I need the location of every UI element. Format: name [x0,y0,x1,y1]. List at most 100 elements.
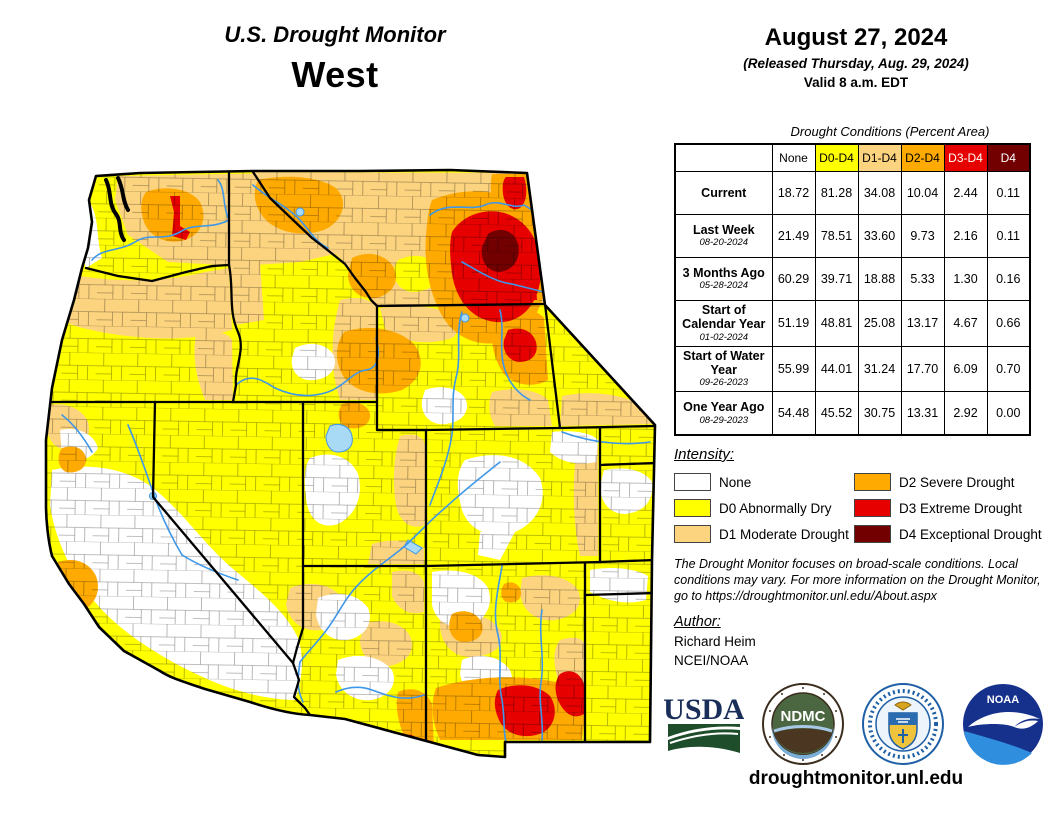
cell-value: 30.75 [857,391,902,436]
logo-row: USDA NDMC N [664,683,1044,765]
cell-value: 54.48 [771,391,816,436]
author-heading: Author: [674,614,721,630]
legend-item-none: None [674,469,854,495]
map-fill-layers [46,170,655,757]
drought-map [36,158,668,810]
cell-value: 34.08 [857,171,902,215]
region-title: West [291,54,379,95]
cell-value: 78.51 [814,214,859,258]
date-block: August 27, 2024 (Released Thursday, Aug.… [672,24,1040,90]
legend-item-d0: D0 Abnormally Dry [674,495,854,521]
cell-value: 0.11 [986,214,1031,258]
cell-value: 25.08 [857,300,902,347]
puget-sound-coast [104,176,130,242]
cell-value: 17.70 [900,345,945,393]
cell-value: 51.19 [771,300,816,347]
cell-value: 6.09 [943,345,988,393]
intensity-legend: Intensity: None D0 Abnormally Dry D1 Mod… [674,446,1046,547]
col-header-none: None [771,143,816,172]
author-name: Richard Heim [674,634,756,649]
commerce-seal-logo [862,683,944,765]
row-label-one-year-ago: One Year Ago 08-29-2023 [674,391,773,436]
table-row: Current 18.72 81.28 34.08 10.04 2.44 0.1… [674,171,1031,215]
d1-swatch [674,525,711,543]
cell-value: 48.81 [814,300,859,347]
row-label-start-water-year: Start of Water Year 09-26-2023 [674,345,773,393]
cell-value: 9.73 [900,214,945,258]
channel-islands [167,698,226,716]
col-header-d2d4: D2-D4 [900,143,945,172]
lakes [149,207,470,555]
release-date: (Released Thursday, Aug. 29, 2024) [743,56,969,71]
cell-value: 2.44 [943,171,988,215]
cell-value: 0.11 [986,171,1031,215]
cell-value: 39.71 [814,257,859,301]
svg-text:USDA: USDA [664,693,744,726]
cell-value: 13.17 [900,300,945,347]
ndmc-logo: NDMC [762,683,844,765]
none-swatch [674,473,711,491]
legend-title: Intensity: [674,446,735,463]
row-label-3-months-ago: 3 Months Ago 05-28-2024 [674,257,773,301]
drought-conditions-table: None D0-D4 D1-D4 D2-D4 D3-D4 D4 Current … [674,143,1031,437]
west-region-map-svg [44,168,657,759]
table-caption: Drought Conditions (Percent Area) [790,124,990,139]
cell-value: 45.52 [814,391,859,436]
cell-value: 5.33 [900,257,945,301]
table-row: Start of Calendar Year 01-02-2024 51.19 4… [674,300,1031,347]
cell-value: 0.16 [986,257,1031,301]
cell-value: 44.01 [814,345,859,393]
legend-item-d4: D4 Exceptional Drought [854,521,1046,547]
cell-value: 0.70 [986,345,1031,393]
cell-value: 2.16 [943,214,988,258]
report-title: U.S. Drought Monitor [224,22,446,47]
table-row: Last Week 08-20-2024 21.49 78.51 33.60 9.… [674,214,1031,258]
cell-value: 13.31 [900,391,945,436]
cell-value: 33.60 [857,214,902,258]
disclaimer-text: The Drought Monitor focuses on broad-sca… [674,557,1041,603]
col-header-d4: D4 [986,143,1031,172]
legend-item-d3: D3 Extreme Drought [854,495,1046,521]
svg-text:NOAA: NOAA [987,694,1019,706]
state-borders [46,170,655,745]
title-block: U.S. Drought Monitor West [120,22,550,96]
cell-value: 60.29 [771,257,816,301]
author-org: NCEI/NOAA [674,653,749,668]
legend-item-d2: D2 Severe Drought [854,469,1046,495]
table-row: 3 Months Ago 05-28-2024 60.29 39.71 18.88… [674,257,1031,301]
valid-time: Valid 8 a.m. EDT [803,75,909,90]
cell-value: 1.30 [943,257,988,301]
cell-value: 10.04 [900,171,945,215]
cell-value: 0.66 [986,300,1031,347]
d3-swatch [854,499,891,517]
cell-value: 2.92 [943,391,988,436]
cell-value: 18.88 [857,257,902,301]
county-lines-texture [46,170,655,757]
table-row: Start of Water Year 09-26-2023 55.99 44.0… [674,345,1031,393]
map-date: August 27, 2024 [764,24,948,51]
region-outline [44,168,657,759]
d0-swatch [674,499,711,517]
legend-item-d1: D1 Moderate Drought [674,521,854,547]
row-label-start-calendar-year: Start of Calendar Year 01-02-2024 [674,300,773,347]
noaa-logo: NOAA [963,684,1043,765]
col-header-d0d4: D0-D4 [814,143,859,172]
author-block: Author: Richard Heim NCEI/NOAA [674,614,756,668]
cell-value: 18.72 [771,171,816,215]
col-header-d3d4: D3-D4 [943,143,988,172]
table-row: One Year Ago 08-29-2023 54.48 45.52 30.75… [674,391,1031,436]
cell-value: 0.00 [986,391,1031,436]
cell-value: 21.49 [771,214,816,258]
cell-value: 31.24 [857,345,902,393]
footer-url: droughtmonitor.unl.edu [748,768,964,789]
cell-value: 55.99 [771,345,816,393]
cell-value: 81.28 [814,171,859,215]
d4-swatch [854,525,891,543]
cell-value: 4.67 [943,300,988,347]
table-corner-cell [674,143,773,172]
col-header-d1d4: D1-D4 [857,143,902,172]
row-label-last-week: Last Week 08-20-2024 [674,214,773,258]
row-label-current: Current [674,171,773,215]
table-header-row: None D0-D4 D1-D4 D2-D4 D3-D4 D4 [674,143,1031,172]
